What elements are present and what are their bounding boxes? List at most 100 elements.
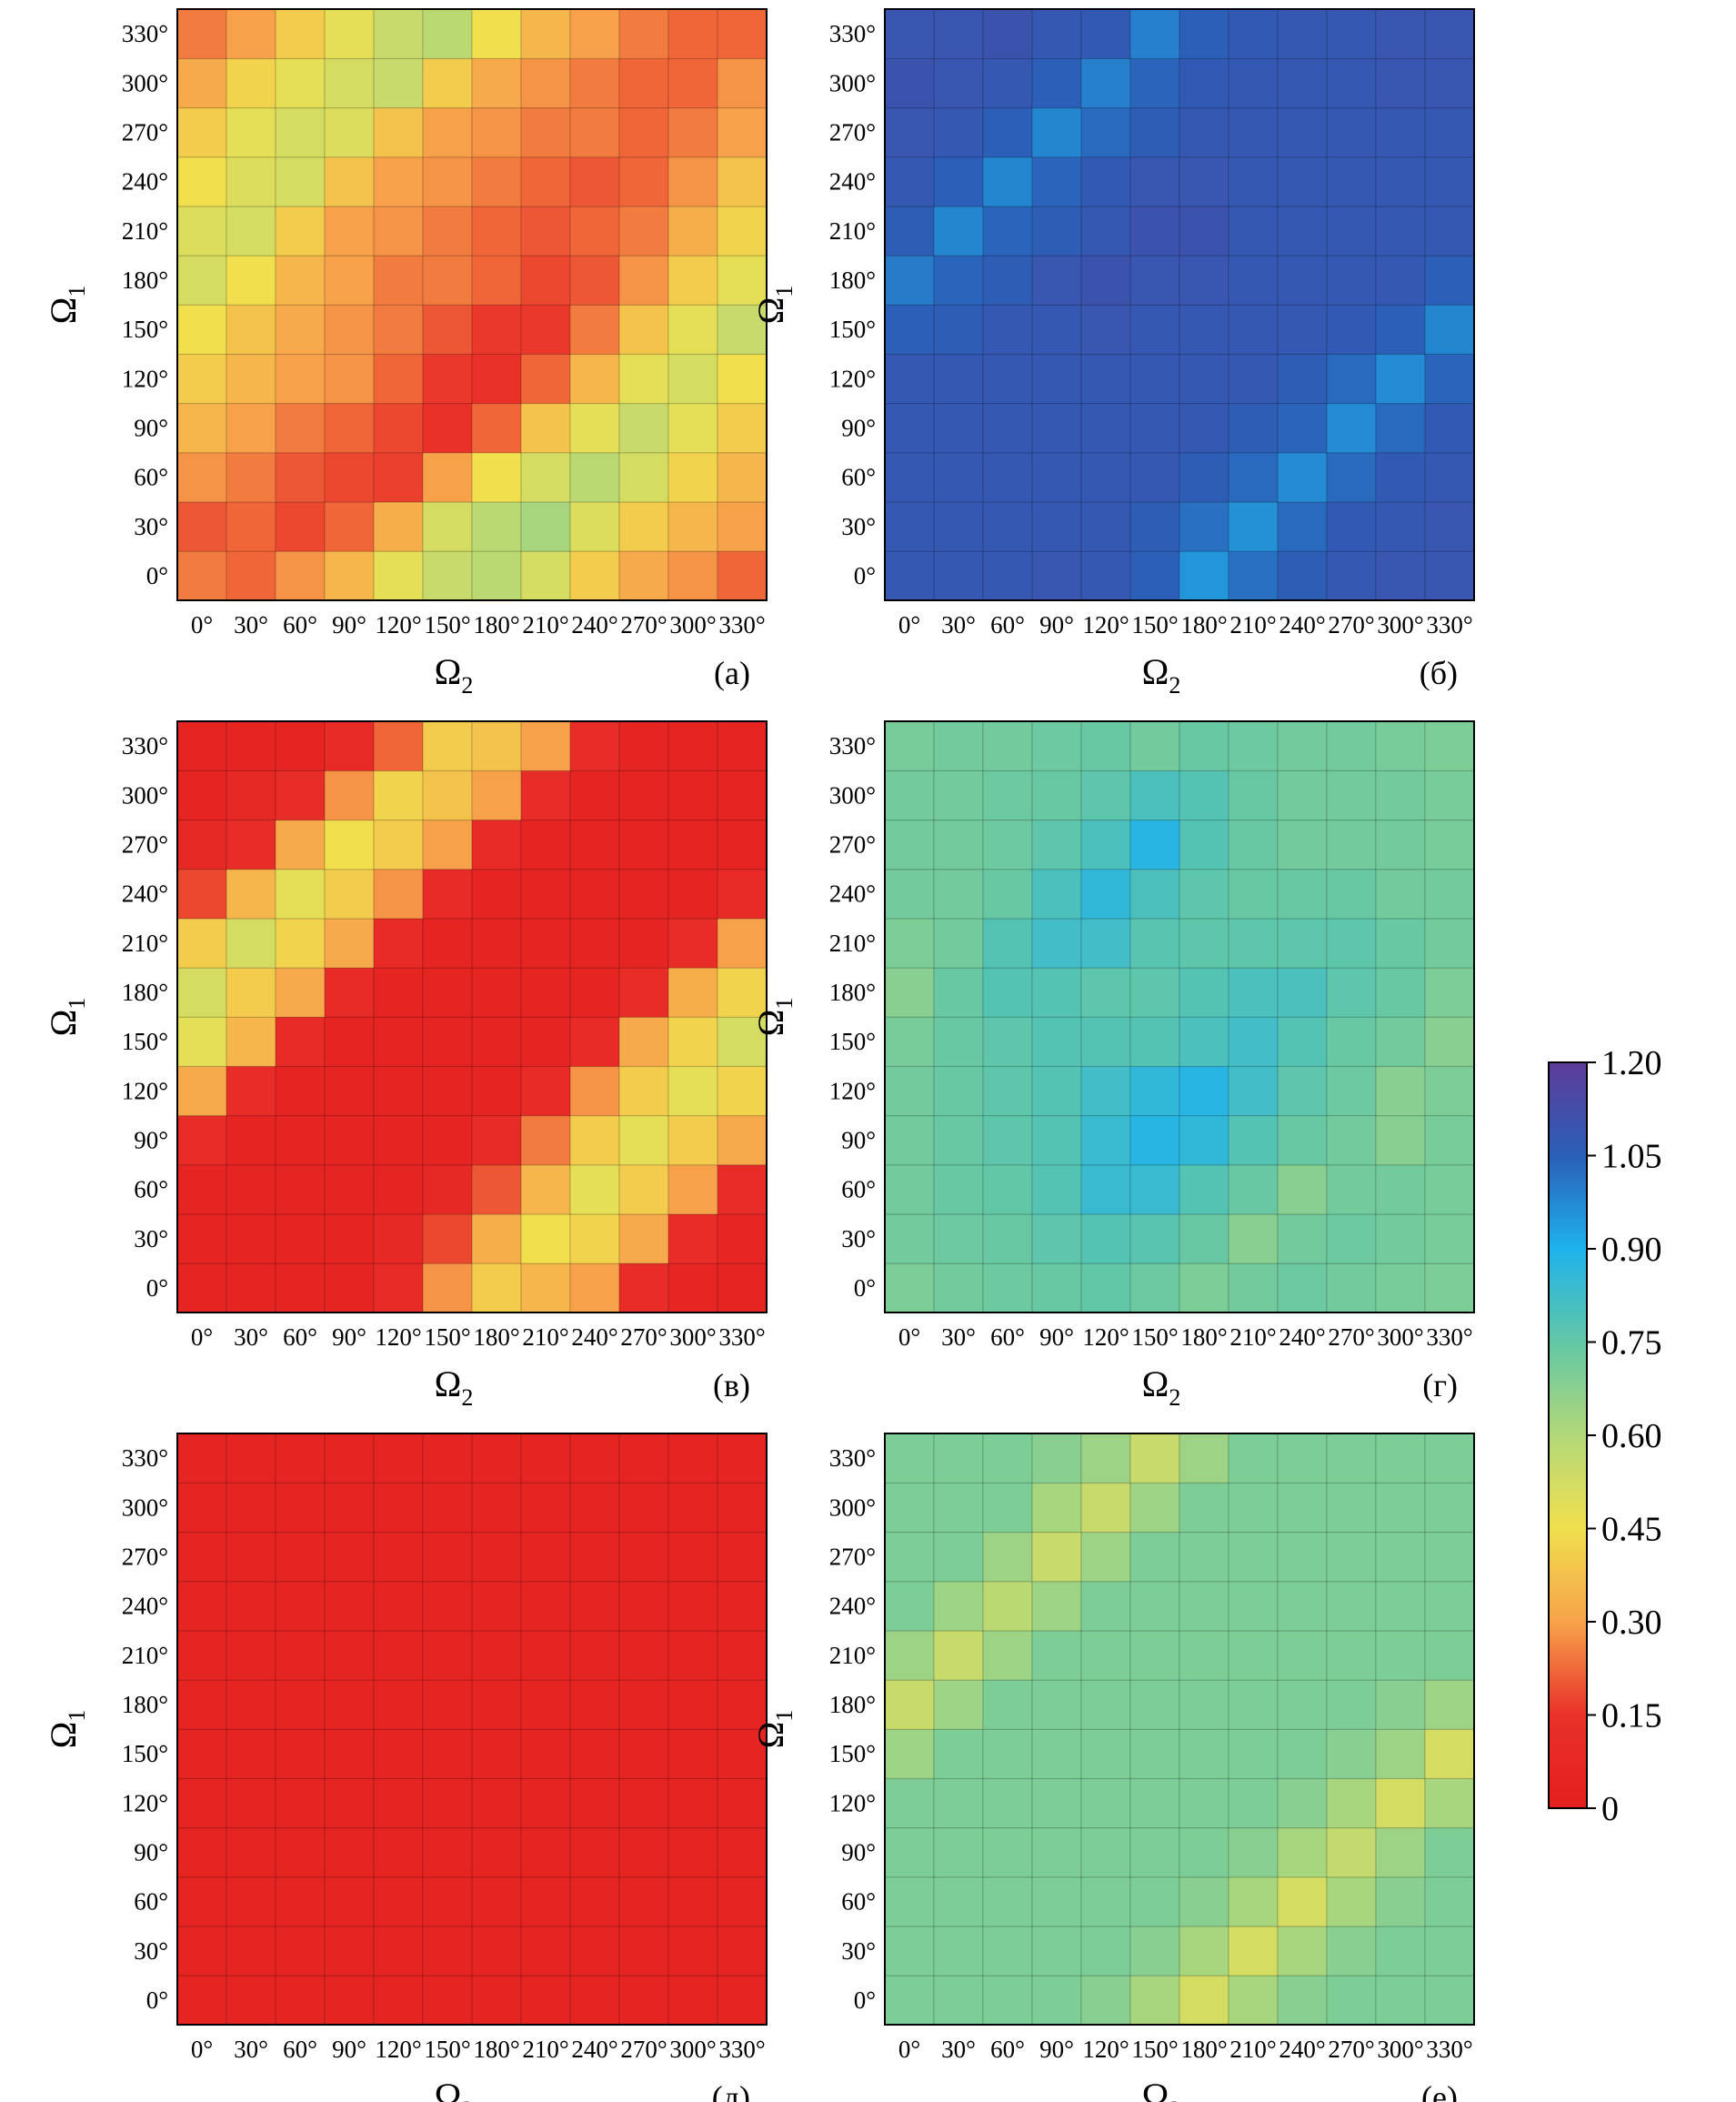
heatmap-cell — [667, 501, 718, 552]
heatmap-cell — [1129, 1876, 1180, 1927]
heatmap-cell — [982, 1777, 1033, 1829]
heatmap-cell — [1031, 1433, 1082, 1484]
heatmap-cell — [717, 1975, 768, 2026]
heatmap-cell — [1228, 1728, 1279, 1780]
x-tick-label: 180° — [473, 1323, 519, 1351]
heatmap-cell — [520, 1213, 571, 1264]
heatmap-cell — [569, 1826, 620, 1878]
heatmap-cell — [1375, 304, 1426, 356]
heatmap-cell — [422, 1065, 473, 1117]
heatmap-cell — [884, 451, 935, 503]
y-tick-label: 270° — [122, 830, 168, 858]
heatmap-cell — [1375, 819, 1426, 870]
x-tick-label: 210° — [522, 611, 568, 639]
heatmap-cell — [933, 1580, 984, 1632]
heatmap-cell — [471, 156, 522, 207]
colorbar-tick-label: 1.05 — [1601, 1138, 1662, 1176]
heatmap-cell — [226, 206, 276, 256]
heatmap-cell — [1080, 1826, 1131, 1878]
heatmap-cell — [373, 720, 424, 772]
heatmap-cell — [1375, 1531, 1426, 1583]
plot-frame — [884, 8, 1475, 601]
heatmap-cell — [422, 353, 473, 405]
heatmap-cell — [226, 769, 276, 821]
heatmap-cell — [569, 1262, 620, 1313]
heatmap-cell — [520, 1876, 571, 1927]
heatmap-cell — [884, 501, 935, 552]
heatmap-cell — [1277, 1482, 1328, 1534]
heatmap-cell — [275, 1975, 326, 2026]
y-tick-label: 270° — [829, 118, 876, 146]
heatmap-cell — [1326, 1630, 1377, 1681]
heatmap-cell — [275, 402, 326, 454]
heatmap-cell — [667, 402, 718, 454]
heatmap-cell — [1179, 1213, 1229, 1264]
heatmap-cell — [1424, 1482, 1475, 1534]
heatmap-cell — [933, 451, 984, 503]
heatmap-cell — [569, 1679, 620, 1730]
heatmap-cell — [324, 206, 375, 256]
heatmap-cell — [1424, 550, 1475, 601]
heatmap-cell — [373, 1826, 424, 1878]
heatmap-cell — [520, 1926, 571, 1976]
heatmap-cell — [1424, 1826, 1475, 1878]
x-tick-label: 0° — [898, 611, 920, 639]
heatmap-cell — [1080, 1016, 1131, 1068]
x-tick-label: 150° — [1131, 2036, 1178, 2063]
y-tick-label: 0° — [146, 1274, 168, 1302]
heatmap-cell — [176, 156, 227, 207]
heatmap-cell — [1179, 769, 1229, 821]
heatmap-cell — [1179, 1679, 1229, 1730]
y-tick-label: 270° — [122, 118, 168, 146]
heatmap-cell — [1129, 1728, 1180, 1780]
x-axis-label: Ω2 — [435, 2076, 474, 2102]
heatmap-cell — [1424, 1975, 1475, 2026]
heatmap-cell — [884, 304, 935, 356]
heatmap-cell — [1031, 1065, 1082, 1117]
heatmap-cell — [933, 1975, 984, 2026]
heatmap-cell — [884, 57, 935, 109]
heatmap-cell — [717, 720, 768, 772]
heatmap-cell — [1424, 451, 1475, 503]
x-tick-label: 270° — [1328, 611, 1374, 639]
heatmap-cell — [717, 206, 768, 256]
heatmap-cell — [1228, 1876, 1279, 1927]
heatmap-panel-4: 0° 30° 60° 90° 120° 150° 180° 210° 240° 270° 300° 3… — [750, 720, 1475, 1411]
heatmap-cell — [373, 106, 424, 158]
heatmap-cell — [1080, 967, 1131, 1018]
y-tick-label: 120° — [829, 365, 876, 392]
x-tick-label: 90° — [1039, 611, 1074, 639]
heatmap-cell — [933, 57, 984, 109]
heatmap-cell — [1277, 1975, 1328, 2026]
heatmap-cell — [520, 918, 571, 969]
heatmap-cell — [422, 1163, 473, 1215]
heatmap-cell — [422, 550, 473, 601]
heatmap-cell — [1179, 720, 1229, 772]
x-tick-label: 30° — [234, 1323, 268, 1351]
heatmap-cell — [176, 1630, 227, 1681]
y-tick-label: 330° — [829, 20, 876, 47]
heatmap-cell — [1031, 255, 1082, 306]
heatmap-cell — [1080, 206, 1131, 256]
heatmap-cell — [667, 57, 718, 109]
heatmap-cell — [275, 304, 326, 356]
heatmap-cell — [982, 1679, 1033, 1730]
heatmap-cell — [1228, 156, 1279, 207]
y-axis-label: Ω1 — [43, 286, 90, 325]
heatmap-cell — [1326, 1262, 1377, 1313]
heatmap-cell — [884, 918, 935, 969]
heatmap-cell — [275, 1679, 326, 1730]
heatmap-cell — [324, 550, 375, 601]
y-tick-label: 240° — [829, 168, 876, 196]
heatmap-cell — [422, 451, 473, 503]
colorbar-tick-label: 0.75 — [1601, 1324, 1662, 1363]
y-tick-label: 330° — [122, 20, 168, 47]
heatmap-cell — [933, 1213, 984, 1264]
heatmap-cell — [1228, 501, 1279, 552]
heatmap-cell — [1179, 451, 1229, 503]
heatmap-cell — [176, 255, 227, 306]
heatmap-cell — [569, 918, 620, 969]
heatmap-cell — [520, 451, 571, 503]
heatmap-cell — [1326, 769, 1377, 821]
heatmap-cell — [717, 868, 768, 920]
